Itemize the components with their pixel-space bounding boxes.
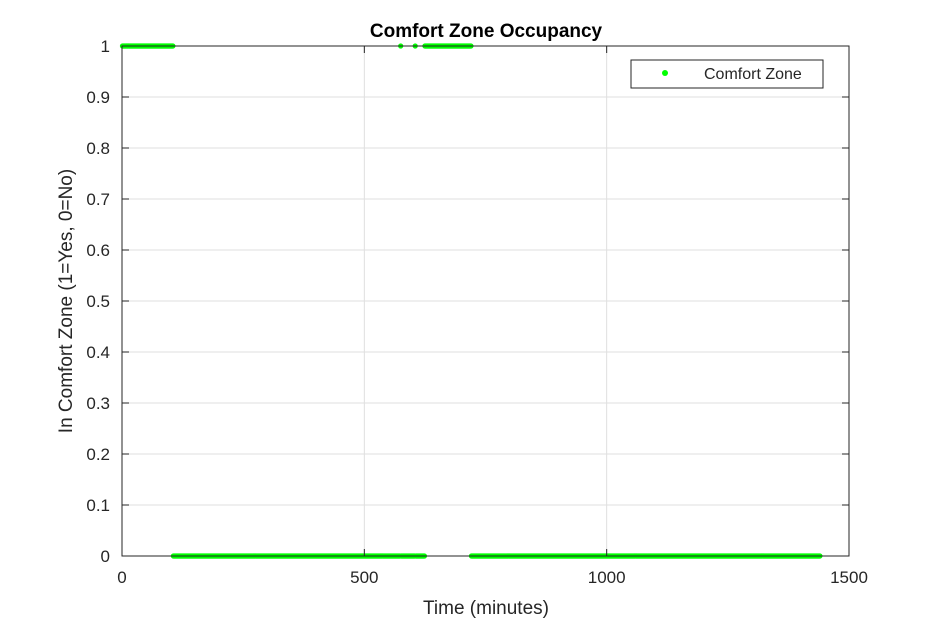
legend-marker xyxy=(662,70,668,76)
legend-entry-comfort-zone: Comfort Zone xyxy=(704,66,802,83)
x-tick-label: 0 xyxy=(117,568,126,587)
y-tick-label: 0.6 xyxy=(86,241,110,260)
legend: Comfort Zone xyxy=(630,59,824,89)
y-tick-label: 0.1 xyxy=(86,496,110,515)
y-tick-label: 0.8 xyxy=(86,139,110,158)
x-tick-label: 1500 xyxy=(830,568,868,587)
y-tick-label: 0.4 xyxy=(86,343,110,362)
y-tick-labels: 0 0.1 0.2 0.3 0.4 0.5 0.6 0.7 0.8 0.9 1 xyxy=(86,37,110,566)
x-tick-label: 1000 xyxy=(588,568,626,587)
x-tick-label: 500 xyxy=(350,568,378,587)
y-tick-label: 0.2 xyxy=(86,445,110,464)
y-tick-label: 0.7 xyxy=(86,190,110,209)
y-axis-label: In Comfort Zone (1=Yes, 0=No) xyxy=(56,169,77,433)
chart-title: Comfort Zone Occupancy xyxy=(370,21,603,42)
tick-marks xyxy=(121,45,850,557)
y-tick-label: 0.9 xyxy=(86,88,110,107)
y-tick-label: 1 xyxy=(101,37,110,56)
x-tick-labels: 0 500 1000 1500 xyxy=(117,568,868,587)
x-axis-label: Time (minutes) xyxy=(423,598,549,619)
y-tick-label: 0 xyxy=(101,547,110,566)
y-tick-label: 0.5 xyxy=(86,292,110,311)
y-tick-label: 0.3 xyxy=(86,394,110,413)
